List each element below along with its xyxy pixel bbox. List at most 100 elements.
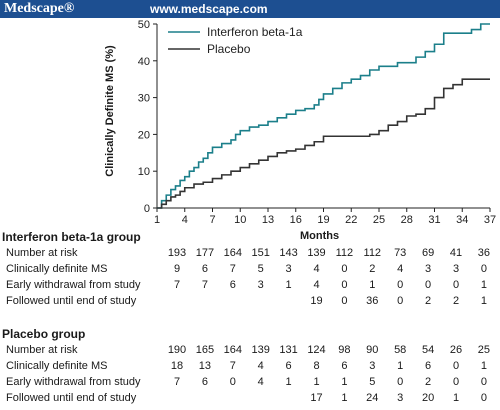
- table-row: Clinically definite MS 18 13 7 4 6 8 6 3 1 6 0 1: [2, 359, 500, 375]
- table-cell: 3: [397, 392, 404, 404]
- row-label: Followed until end of study: [6, 392, 137, 404]
- site-url[interactable]: www.medscape.com: [150, 2, 268, 16]
- table-cell: 4: [397, 263, 404, 275]
- table-cell: 69: [421, 247, 435, 259]
- table-cell: 151: [251, 247, 270, 259]
- legend-label: Interferon beta-1a: [207, 25, 303, 39]
- table-cell: 90: [366, 344, 379, 356]
- series-line-placebo: [157, 78, 490, 209]
- table-cell: 1: [480, 295, 487, 307]
- table-cell: 6: [201, 376, 208, 388]
- x-tick-label: 25: [373, 214, 385, 223]
- x-tick-label: 22: [345, 214, 357, 223]
- table-cell: 3: [285, 263, 292, 275]
- table-cell: 6: [201, 263, 208, 275]
- table-cell: 1: [313, 376, 320, 388]
- table-cell: 24: [366, 392, 379, 404]
- table-cell: 3: [452, 263, 460, 275]
- x-tick-label: 19: [317, 214, 329, 223]
- table-cell: 0: [425, 279, 432, 291]
- table-cell: 164: [223, 344, 242, 356]
- table-cell: 1: [480, 279, 487, 291]
- table-cell: 0: [229, 376, 236, 388]
- row-label: Followed until end of study: [6, 295, 137, 307]
- table-cell: 6: [285, 360, 292, 372]
- table-cell: 0: [397, 295, 404, 307]
- x-tick-label: 7: [209, 214, 215, 223]
- table-cell: 73: [394, 247, 407, 259]
- table-cell: 131: [279, 344, 298, 356]
- table-cell: 0: [397, 376, 404, 388]
- table-cell: 3: [425, 263, 432, 275]
- y-axis-label: Clinically Definite MS (%): [104, 45, 116, 177]
- row-label: Clinically definite MS: [6, 263, 108, 275]
- x-tick-label: 37: [484, 214, 496, 223]
- row-label: Number at risk: [6, 344, 78, 356]
- table-cell: 165: [195, 344, 215, 356]
- x-tick-label: 10: [234, 214, 246, 223]
- table-cell: 139: [307, 247, 326, 259]
- table-cell: 0: [341, 295, 348, 307]
- table-cell: 8: [313, 360, 320, 372]
- x-tick-label: 34: [456, 214, 468, 223]
- table-cell: 164: [223, 247, 242, 259]
- table-cell: 0: [341, 279, 348, 291]
- table-cell: 0: [480, 392, 487, 404]
- table-cell: 2: [425, 295, 432, 307]
- table-cell: 18: [170, 360, 184, 372]
- table-cell: 7: [173, 376, 181, 388]
- series-line-interferon: [157, 23, 490, 209]
- table-cell: 143: [279, 247, 298, 259]
- y-axis-label-wrap: Clinically Definite MS (%): [100, 36, 120, 186]
- row-label: Early withdrawal from study: [6, 279, 141, 291]
- table-cell: 2: [369, 263, 376, 275]
- table-cell: 1: [452, 392, 460, 404]
- table-cell: 1: [285, 376, 292, 388]
- table-cell: 112: [363, 247, 382, 259]
- table-cell: 6: [425, 360, 432, 372]
- table-cell: 13: [198, 360, 212, 372]
- table-cell: 2: [452, 295, 460, 307]
- x-tick-label: 28: [401, 214, 413, 223]
- x-tick-label: 16: [290, 214, 302, 223]
- table-cell: 0: [480, 376, 487, 388]
- group-title: Interferon beta-1a group: [2, 230, 141, 244]
- table-cell: 6: [229, 279, 236, 291]
- y-tick-label: 0: [144, 203, 150, 215]
- table-cell: 193: [167, 247, 187, 259]
- table-cell: 7: [173, 279, 181, 291]
- table-row: Early withdrawal from study 7 7 6 3 1 4 0 1 0 0 0 1: [2, 278, 500, 294]
- table-cell: 0: [452, 376, 460, 388]
- table-cell: 190: [167, 344, 187, 356]
- table-cell: 17: [310, 392, 323, 404]
- table-cell: 0: [452, 279, 460, 291]
- x-tick-label: 31: [428, 214, 440, 223]
- table-cell: 1: [341, 376, 348, 388]
- medscape-logo: Medscape®: [4, 1, 75, 16]
- table-cell: 98: [338, 344, 351, 356]
- table-cell: 19: [310, 295, 323, 307]
- table-cell: 25: [477, 344, 491, 356]
- km-chart: 0 10 20 30 40 50 1 4 7 10 13 16 19 22 25 28 31 34 37 Interf…: [138, 19, 496, 223]
- y-tick-label: 20: [138, 129, 150, 141]
- x-tick-label: 4: [182, 214, 188, 223]
- table-row: Number at risk 190 165 164 139 131 124 98 90 58 54…: [2, 343, 500, 359]
- table-cell: 54: [421, 344, 435, 356]
- table-cell: 5: [369, 376, 376, 388]
- table-cell: 7: [229, 360, 236, 372]
- y-tick-label: 30: [138, 93, 150, 105]
- table-cell: 0: [341, 263, 348, 275]
- table-cell: 1: [341, 392, 348, 404]
- y-tick-label: 10: [138, 166, 150, 178]
- table-cell: 112: [335, 247, 354, 259]
- table-cell: 41: [449, 247, 463, 259]
- y-tick-label: 40: [138, 56, 150, 68]
- table-row: Followed until end of study 19 0 36 0 2 2 1: [2, 294, 500, 310]
- table-cell: 2: [425, 376, 432, 388]
- x-tick-label: 1: [154, 214, 160, 223]
- table-cell: 3: [257, 279, 264, 291]
- row-label: Number at risk: [6, 247, 78, 259]
- table-row: Clinically definite MS 9 6 7 5 3 4 0 2 4 3 3 0: [2, 262, 500, 278]
- table-row: Followed until end of study 17 1 24 3 20 1 0: [2, 391, 500, 407]
- table-cell: 1: [285, 279, 292, 291]
